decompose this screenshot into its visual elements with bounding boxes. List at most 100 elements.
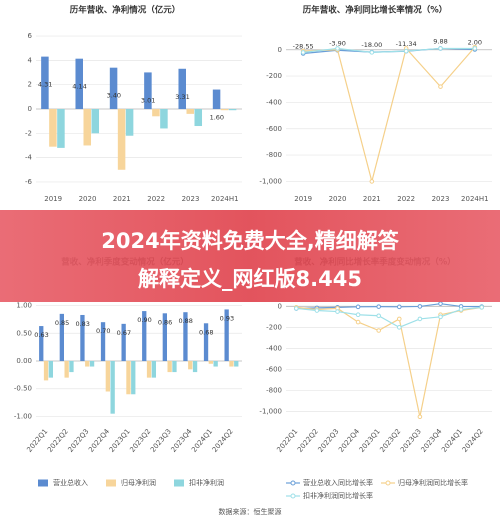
bar <box>144 72 152 109</box>
point <box>314 308 320 313</box>
bar <box>57 109 65 148</box>
x-tick-label: 2023 <box>432 195 450 203</box>
point <box>397 316 402 322</box>
chart-title: 历年营收、净利情况（亿元） <box>70 5 181 16</box>
series-line <box>303 46 476 184</box>
y-tick-label: -1,000 <box>259 407 282 415</box>
y-tick-label: 0 <box>28 105 32 113</box>
y-tick-label: 4 <box>28 56 33 64</box>
bar <box>64 361 69 378</box>
x-tick-label: 2024Q2 <box>211 427 235 453</box>
bar <box>162 313 167 361</box>
data-label: -18.00 <box>361 41 382 49</box>
y-tick-label: -6 <box>25 178 33 186</box>
x-tick-label: 2023 <box>182 195 200 203</box>
bar <box>229 361 234 367</box>
banner-line: 2024年资料免费大全,精细解答 <box>101 229 399 253</box>
bar <box>109 67 118 109</box>
bar <box>105 361 111 392</box>
x-tick-label: 2022Q3 <box>67 427 91 453</box>
legend-swatch <box>385 480 391 486</box>
x-tick-label: 2024H1 <box>461 195 489 203</box>
series-line <box>296 306 482 417</box>
x-tick-label: 2023Q2 <box>378 427 402 453</box>
x-tick-label: 2024H1 <box>211 195 239 203</box>
banner-bg <box>0 210 500 302</box>
bar <box>89 361 95 367</box>
point <box>376 328 382 333</box>
bar <box>100 322 106 361</box>
y-tick-label: -400 <box>266 98 282 106</box>
x-tick-label: 2023Q3 <box>149 427 173 453</box>
point <box>403 48 409 54</box>
bar <box>59 313 64 361</box>
bar <box>125 109 134 136</box>
x-tick-label: 2022 <box>147 195 165 203</box>
data-label: 0.85 <box>55 319 69 327</box>
bar <box>192 361 198 373</box>
point <box>479 305 485 310</box>
data-label: 3.31 <box>175 93 189 101</box>
bar <box>152 109 160 117</box>
bar <box>69 361 74 373</box>
bar <box>83 109 92 146</box>
y-tick-label: 6 <box>28 32 33 40</box>
series-line <box>296 303 482 310</box>
legend-label: 扣非净利润同比增长率 <box>303 491 373 500</box>
y-tick-label: -4 <box>25 154 33 162</box>
bar <box>91 109 100 134</box>
legend-swatch <box>174 479 184 487</box>
bar <box>188 361 193 370</box>
point <box>294 306 299 311</box>
data-label: 0.68 <box>199 328 213 336</box>
x-tick-label: 2022Q2 <box>296 427 320 453</box>
bar <box>220 109 229 111</box>
data-label: -28.55 <box>293 43 314 51</box>
bar <box>194 109 203 127</box>
x-tick-label: 2019 <box>44 195 62 203</box>
data-label: 9.88 <box>433 37 447 45</box>
bar <box>228 109 237 111</box>
data-label: 2.00 <box>468 38 482 46</box>
bar <box>208 361 214 364</box>
point <box>376 304 382 309</box>
point <box>417 316 423 322</box>
point <box>369 179 375 184</box>
point <box>417 414 423 420</box>
bar <box>131 361 136 395</box>
x-tick-label: 2019 <box>294 195 312 203</box>
point <box>300 50 306 55</box>
bar <box>172 361 177 373</box>
bar <box>117 109 126 170</box>
y-tick-label: 0 <box>278 302 282 310</box>
data-label: 0.86 <box>158 318 172 326</box>
legend-swatch <box>290 493 296 499</box>
data-label: -11.34 <box>396 40 417 48</box>
legend-label: 营业总收入 <box>53 478 88 487</box>
bar <box>142 311 147 361</box>
bar <box>41 56 49 109</box>
y-tick-label: -200 <box>266 323 282 331</box>
bar <box>85 361 90 367</box>
bar <box>224 309 229 361</box>
y-tick-label: -0.50 <box>14 385 32 393</box>
data-label: 4.31 <box>38 81 52 89</box>
y-tick-label: -400 <box>266 344 282 352</box>
point <box>335 309 340 314</box>
bar <box>151 361 157 378</box>
y-tick-label: 0 <box>278 46 282 54</box>
bar <box>48 361 54 378</box>
x-tick-label: 2022Q3 <box>317 427 341 453</box>
bar <box>80 314 85 361</box>
y-tick-label: 2 <box>28 81 32 89</box>
y-tick-label: 1.00 <box>16 302 32 310</box>
data-label: 0.83 <box>75 320 89 328</box>
bar <box>167 361 172 373</box>
data-label: 0.93 <box>220 314 234 322</box>
data-label: 1.60 <box>210 114 224 122</box>
data-label: 0.88 <box>178 317 192 325</box>
x-tick-label: 2021 <box>363 195 381 203</box>
legend-label: 归母净利润同比增长率 <box>398 478 468 487</box>
data-label: 4.14 <box>72 83 86 91</box>
bar <box>183 312 188 361</box>
